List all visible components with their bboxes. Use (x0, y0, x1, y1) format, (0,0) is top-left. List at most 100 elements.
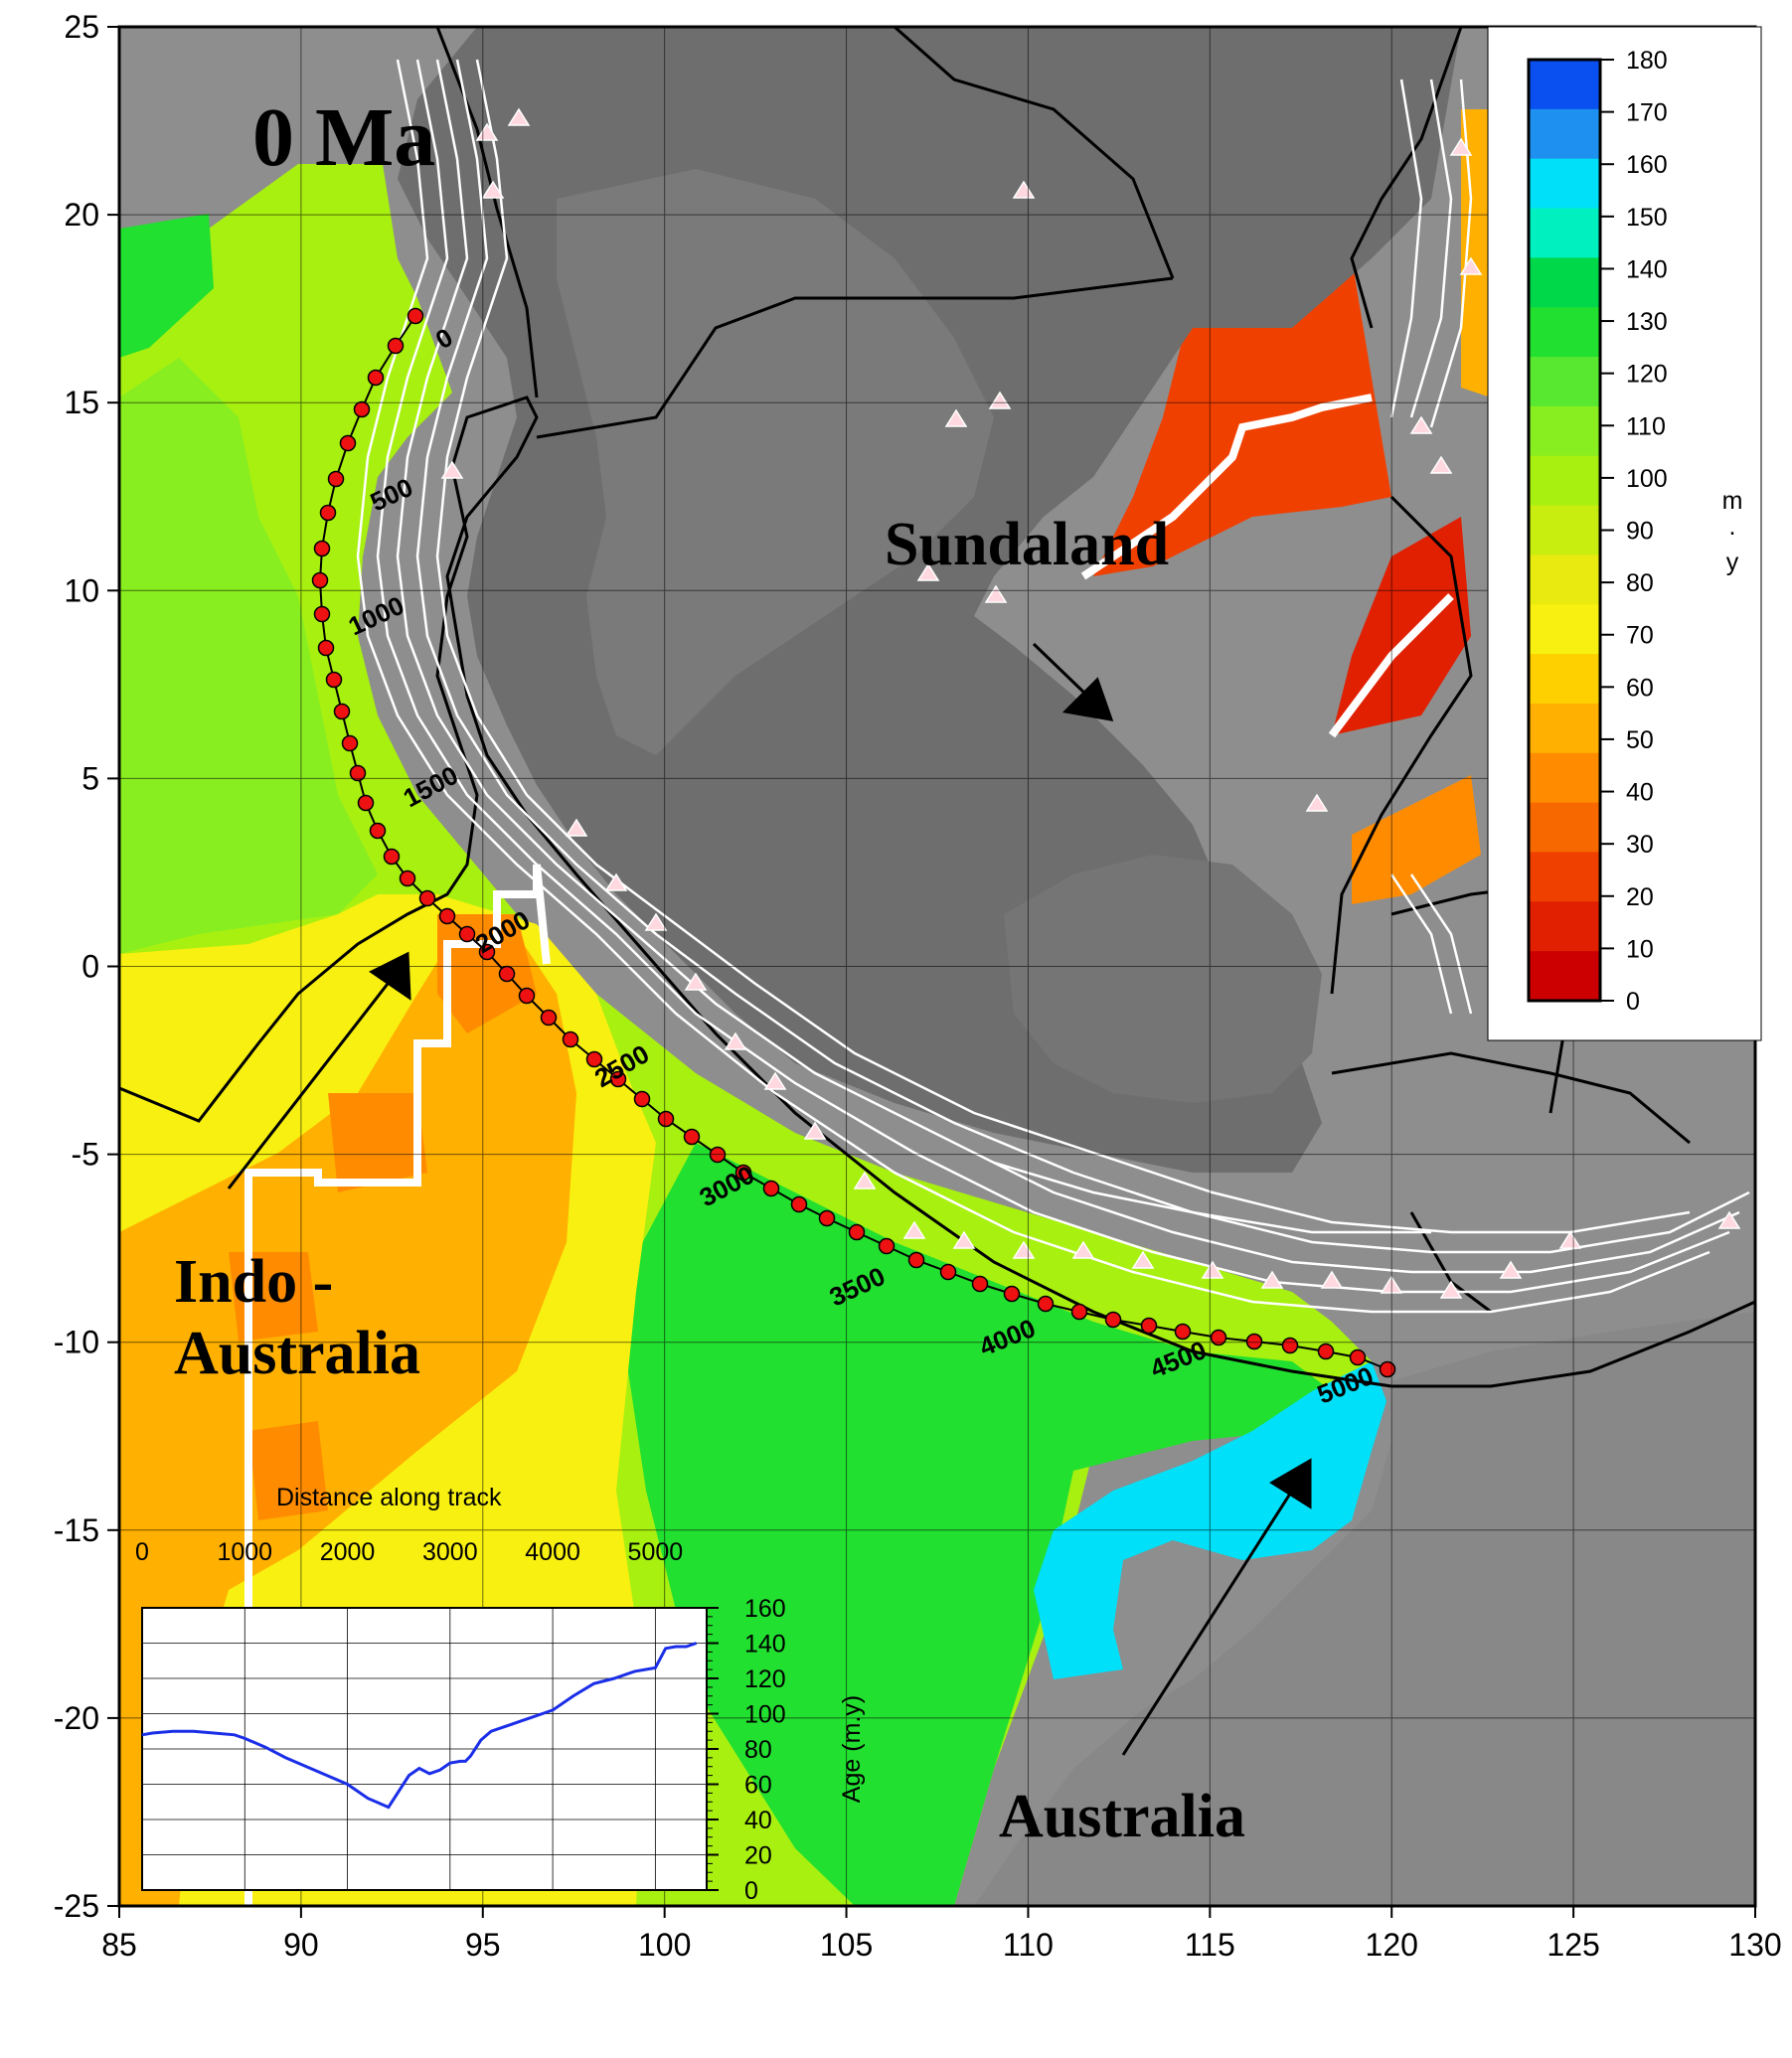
colorbar-tick-label: 170 (1626, 99, 1668, 127)
colorbar-tick-label: 120 (1626, 361, 1668, 389)
track-point (339, 434, 357, 452)
volcano-icon (902, 1220, 926, 1239)
colorbar-band (1529, 357, 1600, 407)
colorbar-tick-label: 30 (1626, 831, 1654, 859)
volcano-icon (507, 107, 531, 126)
volcano-icon (853, 1171, 877, 1189)
label-sundaland: Sundaland (885, 511, 1169, 578)
inset-x-tick-label: 0 (135, 1538, 149, 1566)
x-tick-label: 95 (465, 1927, 501, 1963)
track-point (683, 1128, 701, 1146)
colorbar-band (1529, 405, 1600, 457)
y-tick-label: -25 (54, 1888, 99, 1924)
inset-y-ticks: 160 140 120 100 80 60 40 20 0 (707, 1595, 786, 1905)
track-point (1349, 1348, 1367, 1366)
colorbar-band (1529, 802, 1600, 853)
volcano-icon (1717, 1210, 1741, 1229)
map-title: 0 Ma (252, 91, 435, 184)
volcano-icon (1305, 793, 1329, 812)
track-point (562, 1030, 579, 1048)
track-point (971, 1275, 989, 1293)
y-tick-label: 10 (64, 572, 99, 608)
track-point (762, 1180, 780, 1197)
colorbar-band (1529, 257, 1600, 308)
ocean-age-orange-sulawesi (1352, 775, 1481, 904)
label-indo: Indo - (174, 1248, 333, 1316)
volcano-icon (1012, 180, 1036, 199)
arrow-sundaland-head (1061, 677, 1114, 721)
inset-y-tick-label: 60 (744, 1772, 772, 1800)
x-tick-label: 120 (1366, 1927, 1418, 1963)
colorbar-tick-label: 10 (1626, 935, 1654, 963)
y-tick-label: 0 (81, 949, 99, 985)
label-australia: Australia (999, 1783, 1245, 1850)
volcano-icon (1071, 1240, 1095, 1259)
volcano-icon (724, 1031, 747, 1050)
track-point (341, 734, 359, 752)
x-tick-label: 115 (1185, 1927, 1235, 1963)
ocean-age-red-scs (1093, 258, 1391, 576)
track-point (907, 1251, 925, 1269)
colorbar-band (1529, 951, 1600, 1002)
x-tick-label: 90 (283, 1927, 319, 1963)
x-tick-label: 130 (1728, 1927, 1781, 1963)
inset-chart: Distance along track 0 1000 2000 3000 4000 50… (135, 1484, 866, 1905)
y-tick-label: 5 (81, 760, 99, 796)
track-point (313, 605, 331, 623)
colorbar-tick-label: 20 (1626, 883, 1654, 911)
x-tick-label: 100 (638, 1927, 691, 1963)
inset-y-tick-label: 20 (744, 1842, 772, 1870)
volcano-icon (1499, 1260, 1523, 1279)
colorbar-band (1529, 752, 1600, 804)
track-point (319, 504, 337, 522)
colorbar-band (1529, 307, 1600, 358)
volcano-icon (1558, 1230, 1582, 1249)
x-tick-label: 125 (1547, 1927, 1599, 1963)
track-point (1281, 1337, 1299, 1354)
colorbar-tick-label: 150 (1626, 204, 1668, 232)
inset-y-tick-label: 120 (744, 1665, 786, 1693)
track-point (790, 1195, 808, 1213)
volcano-icon (763, 1071, 787, 1090)
colorbar-tick-label: 90 (1626, 518, 1654, 546)
inset-title: Distance along track (276, 1484, 502, 1511)
landmass-borneo (1004, 855, 1322, 1103)
track-point (369, 822, 387, 840)
track-point (939, 1263, 957, 1281)
track-point (317, 639, 335, 657)
volcano-icon (604, 872, 628, 891)
track-points (311, 307, 1396, 1378)
volcano-icon (1260, 1270, 1284, 1289)
colorbar-panel: 1801701601501401301201101009080706050403… (1487, 26, 1762, 1041)
colorbar-band (1529, 901, 1600, 952)
colorbar-tick-label: 160 (1626, 151, 1668, 179)
colorbar-band (1529, 505, 1600, 555)
landmass-indochina (557, 169, 994, 755)
track-point (399, 870, 416, 887)
volcano-icon (803, 1121, 827, 1140)
inset-y-tick-label: 160 (744, 1595, 786, 1623)
arrow-australia-head (1269, 1458, 1312, 1509)
track-point (383, 848, 401, 866)
track-point (1104, 1311, 1122, 1329)
colorbar-tick-label: 110 (1626, 412, 1666, 440)
inset-y-tick-label: 100 (744, 1701, 786, 1729)
track-point (657, 1110, 675, 1128)
inset-x-tick-label: 4000 (525, 1538, 580, 1566)
y-tick-label: -10 (54, 1325, 99, 1360)
y-axis: 25 20 15 10 5 0 -5 -10 -15 -20 -25 (54, 9, 119, 1924)
inset-age-line (141, 1642, 698, 1810)
landmass-australia (974, 1312, 1755, 1906)
volcano-icon (916, 562, 940, 581)
track-point (1317, 1343, 1335, 1360)
volcano-icon (984, 584, 1008, 603)
track-point (585, 1050, 603, 1068)
volcano-icon (988, 391, 1012, 409)
track-point (818, 1209, 836, 1227)
volcano-icon (1131, 1250, 1155, 1269)
colorbar-band (1529, 604, 1600, 655)
colorbar-band (1529, 703, 1600, 754)
colorbar-tick-label: 180 (1626, 47, 1668, 75)
track-point (458, 925, 476, 943)
